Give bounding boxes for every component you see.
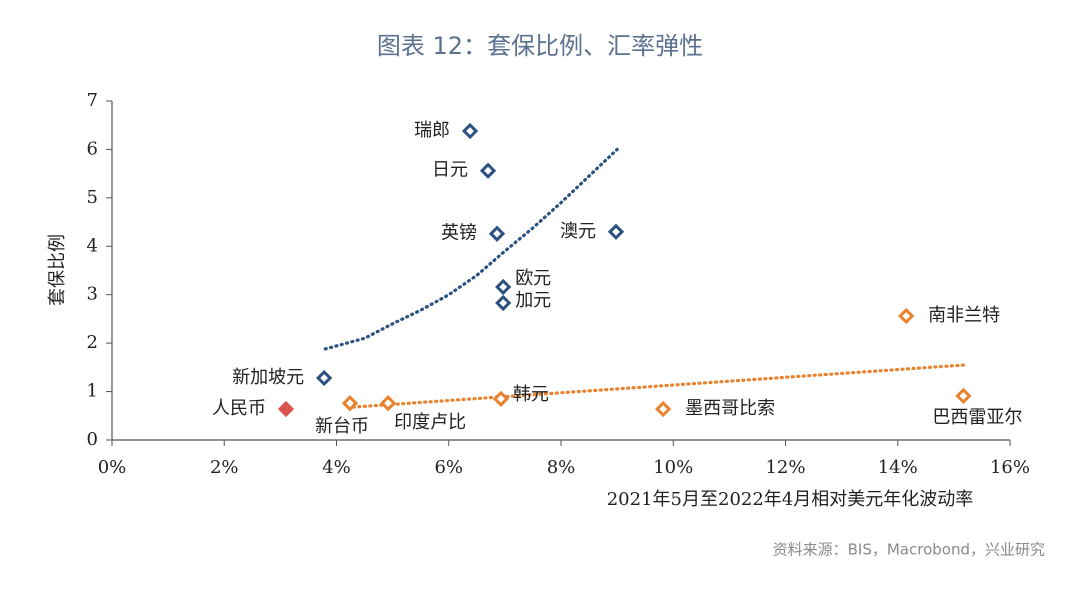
point (488, 225, 506, 242)
y-tick-label: 1 (87, 381, 98, 402)
trend-line (323, 147, 619, 351)
point-label: 墨西哥比索 (685, 398, 775, 419)
x-tick-label: 14% (878, 457, 918, 478)
point (277, 400, 295, 418)
x-tick-label: 12% (765, 457, 805, 478)
point (655, 400, 672, 418)
point-label: 新加坡元 (232, 367, 304, 388)
point-label: 人民币 (212, 398, 266, 419)
point-label: 新台币 (315, 416, 369, 437)
y-axis-label: 套保比例 (47, 234, 68, 306)
point-label: 澳元 (560, 221, 596, 242)
y-tick-label: 7 (87, 90, 98, 111)
trend-line (351, 363, 967, 409)
x-tick-label: 2% (210, 457, 239, 478)
point-label: 南非兰特 (928, 305, 1000, 326)
x-tick-label: 0% (98, 457, 127, 478)
x-tick-label: 16% (990, 457, 1030, 478)
point (492, 390, 510, 407)
x-axis-label: 2021年5月至2022年4月相对美元年化波动率 (607, 489, 974, 510)
y-tick-label: 4 (87, 235, 98, 256)
point (495, 278, 512, 296)
point (898, 307, 915, 325)
point (380, 395, 397, 412)
y-tick-label: 6 (87, 138, 98, 159)
point (955, 387, 972, 405)
point (607, 223, 625, 240)
point-label: 英镑 (441, 223, 477, 244)
x-tick-label: 6% (434, 457, 463, 478)
point-label: 瑞郎 (414, 120, 450, 141)
point (316, 369, 333, 387)
x-tick-label: 8% (547, 457, 576, 478)
y-tick-label: 5 (87, 187, 98, 208)
y-tick-label: 3 (87, 284, 98, 305)
point-label: 日元 (432, 160, 468, 181)
x-tick-label: 10% (653, 457, 693, 478)
point-label: 欧元 (515, 268, 551, 289)
point (341, 395, 359, 412)
x-tick-label: 4% (322, 457, 351, 478)
point (495, 294, 512, 312)
source-note: 资料来源：BIS，Macrobond，兴业研究 (773, 541, 1045, 559)
y-tick-label: 2 (87, 332, 98, 353)
point (461, 122, 479, 140)
point-label: 韩元 (513, 384, 549, 405)
y-tick-label: 0 (87, 429, 98, 450)
point-label: 印度卢比 (394, 412, 466, 433)
point (479, 162, 497, 179)
point-label: 加元 (515, 290, 551, 311)
chart-title: 图表 12：套保比例、汇率弹性 (377, 32, 703, 60)
point-label: 巴西雷亚尔 (932, 407, 1022, 428)
